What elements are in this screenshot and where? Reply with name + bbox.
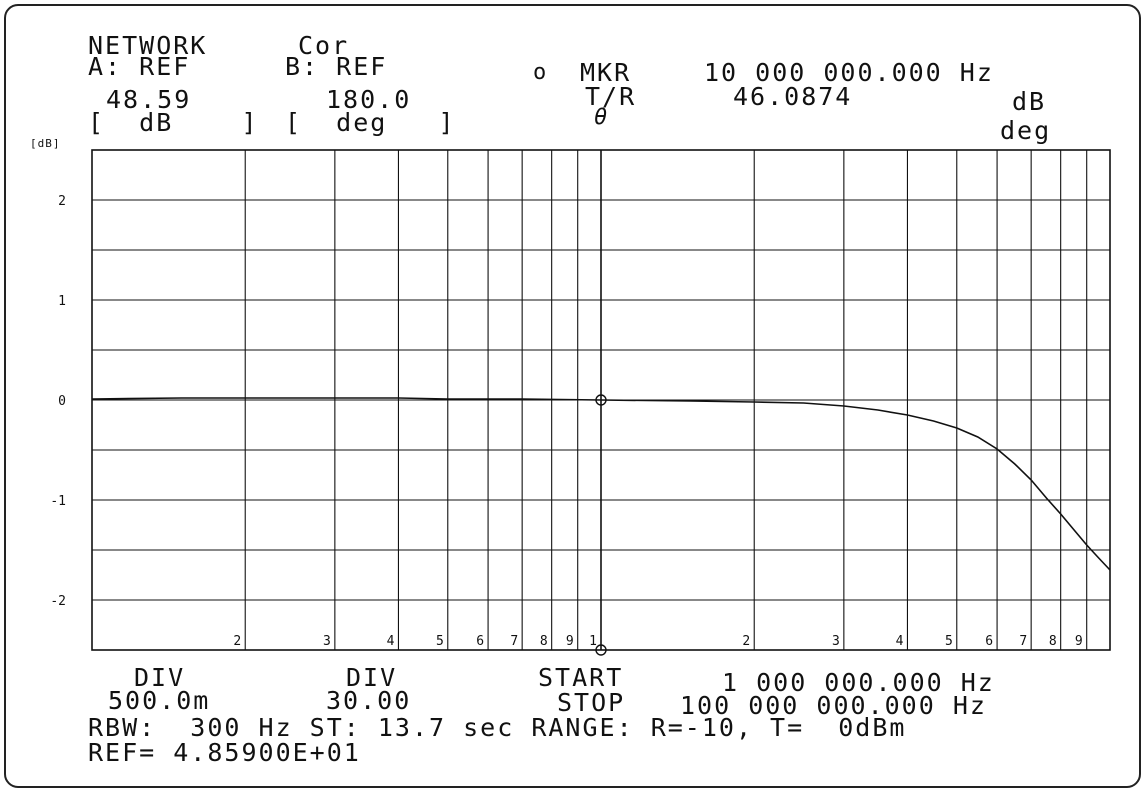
marker-label: MKR [580, 58, 632, 87]
div2-value: 30.00 [326, 686, 412, 715]
y-tick-label: -2 [50, 594, 66, 609]
x-tick-label: 9 [566, 634, 574, 649]
channel-a-label: A: REF [88, 52, 191, 81]
stop-label: STOP [557, 688, 626, 717]
series-line [91, 397, 1111, 571]
y-tick-label: -1 [50, 494, 66, 509]
marker-point [595, 394, 607, 406]
x-tick-label: 2 [233, 634, 241, 649]
marker-unit-deg: deg [1000, 116, 1052, 145]
plot-frame [4, 4, 1141, 788]
y-tick-label: 0 [58, 394, 66, 409]
channel-a-ref-value: 48.59 [106, 85, 192, 114]
x-tick-label: 7 [510, 634, 518, 649]
theta-symbol: θ [594, 105, 610, 130]
x-tick-label: 8 [540, 634, 548, 649]
div1-value: 500.0m [108, 686, 211, 715]
start-frequency: 1 000 000.000 Hz [722, 668, 995, 697]
x-tick-label: 5 [436, 634, 444, 649]
div2-label: DIV [346, 663, 398, 692]
y-tick-label: 1 [58, 294, 66, 309]
tr-label: T/R [585, 82, 637, 111]
x-tick-label: 6 [476, 634, 484, 649]
x-tick-label: 1 [589, 634, 597, 649]
x-tick-label: 6 [985, 634, 993, 649]
x-tick-label: 5 [945, 634, 953, 649]
correction-label: Cor [298, 31, 350, 60]
y-tick-label: 2 [58, 194, 66, 209]
mode-label: NETWORK [88, 31, 208, 60]
stop-frequency: 100 000 000.000 Hz [680, 691, 987, 720]
x-tick-label: 4 [387, 634, 395, 649]
marker-symbol: o [533, 60, 549, 85]
x-tick-label: 4 [896, 634, 904, 649]
marker-frequency: 10 000 000.000 Hz [704, 58, 994, 87]
x-tick-label: 2 [742, 634, 750, 649]
x-tick-label: 8 [1049, 634, 1057, 649]
channel-b-label: B: REF [285, 52, 388, 81]
y-axis-label: [dB] [30, 137, 61, 150]
div1-label: DIV [134, 663, 186, 692]
rbw-status-line: RBW: 300 Hz ST: 13.7 sec RANGE: R=-10, T… [88, 713, 907, 742]
marker-base-point [595, 644, 607, 656]
reference-value: REF= 4.85900E+01 [88, 738, 361, 767]
marker-value: 46.0874 [733, 82, 853, 111]
channel-a-unit: [ dB ] [88, 108, 259, 137]
x-tick-label: 3 [323, 634, 331, 649]
channel-b-ref-value: 180.0 [326, 85, 412, 114]
x-tick-label: 9 [1075, 634, 1083, 649]
start-label: START [538, 663, 624, 692]
channel-b-unit: [ deg ] [285, 108, 456, 137]
marker-unit-db: dB [1012, 87, 1047, 116]
x-tick-label: 3 [832, 634, 840, 649]
x-tick-label: 7 [1019, 634, 1027, 649]
